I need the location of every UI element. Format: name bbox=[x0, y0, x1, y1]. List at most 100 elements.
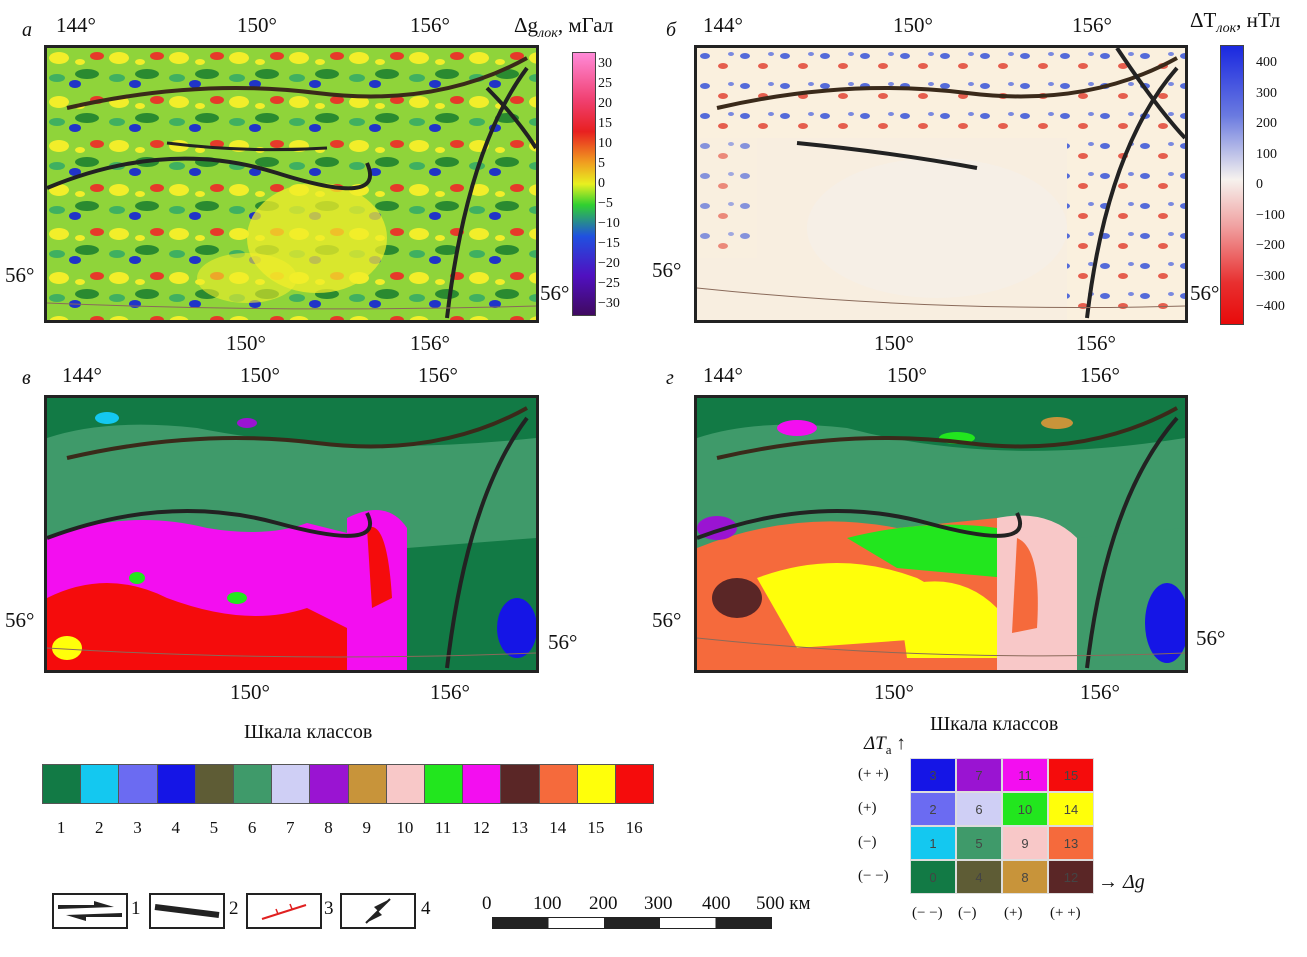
class-scale-title: Шкала классов bbox=[244, 721, 373, 743]
map-panel-a bbox=[44, 45, 539, 323]
colorbar-tick-label: −300 bbox=[1256, 268, 1285, 284]
class-swatch-label: 2 bbox=[95, 818, 104, 837]
lon-label: 144° bbox=[703, 13, 743, 37]
colorbar-tick-label: −25 bbox=[598, 276, 620, 291]
matrix-col-label: (+) bbox=[1004, 905, 1023, 921]
class-swatch-label: 6 bbox=[247, 818, 257, 837]
colorbar-tick-label: 30 bbox=[598, 56, 612, 71]
class-swatch-label: 10 bbox=[396, 818, 414, 837]
scalebar-label: 100 bbox=[533, 893, 562, 914]
class-swatch bbox=[462, 764, 502, 804]
lon-label: 150° bbox=[893, 13, 933, 37]
lon-label: 150° bbox=[226, 331, 266, 355]
colorbar-tick-label: 20 bbox=[598, 96, 612, 111]
scalebar-label: 300 bbox=[644, 893, 673, 914]
class-swatch bbox=[385, 764, 425, 804]
lon-label: 156° bbox=[1080, 363, 1120, 387]
scalebar-label: 400 bbox=[702, 893, 731, 914]
matrix-cell: 14 bbox=[1048, 792, 1094, 826]
lon-label: 150° bbox=[887, 363, 927, 387]
colorbar-title-b: ΔTлок, нТл bbox=[1190, 8, 1281, 37]
lat-label: 56° bbox=[652, 258, 682, 282]
legend-red-line-symbol bbox=[246, 893, 322, 929]
class-swatch-label: 15 bbox=[587, 818, 605, 837]
class-swatch bbox=[80, 764, 120, 804]
panel-letter-g: г bbox=[666, 367, 674, 389]
matrix-cell: 9 bbox=[1002, 826, 1048, 860]
matrix-row-label: (+) bbox=[858, 800, 877, 816]
matrix-cell: 5 bbox=[956, 826, 1002, 860]
matrix-col-label: (− −) bbox=[912, 905, 943, 921]
lon-label: 156° bbox=[418, 363, 458, 387]
lon-label: 150° bbox=[874, 331, 914, 355]
class-swatch bbox=[233, 764, 273, 804]
colorbar-tick-label: −400 bbox=[1256, 299, 1285, 314]
class-swatch-label: 9 bbox=[362, 818, 371, 837]
class-swatch bbox=[615, 764, 655, 804]
map-panel-b bbox=[694, 45, 1188, 323]
lon-label: 144° bbox=[56, 13, 96, 37]
matrix-row-label: (−) bbox=[858, 834, 877, 850]
lon-label: 150° bbox=[240, 363, 280, 387]
legend-label: 3 bbox=[324, 898, 334, 919]
scalebar-label: 200 bbox=[589, 893, 618, 914]
lat-label: 56° bbox=[5, 263, 35, 287]
lat-label: 56° bbox=[1190, 281, 1220, 305]
legend-compression-arrow-symbol bbox=[340, 893, 416, 929]
matrix-col-label: (+ +) bbox=[1050, 905, 1081, 921]
lon-label: 150° bbox=[874, 680, 914, 704]
colorbar-tick-label: 400 bbox=[1256, 55, 1277, 70]
class-swatch-label: 4 bbox=[171, 818, 180, 837]
legend-label: 1 bbox=[131, 898, 141, 919]
matrix-row-label: (+ +) bbox=[858, 766, 889, 782]
colorbar-tick-label: −10 bbox=[598, 216, 620, 231]
lon-label: 144° bbox=[62, 363, 102, 387]
class-swatch bbox=[347, 764, 387, 804]
class-swatch bbox=[194, 764, 234, 804]
colorbar-tick-label: 25 bbox=[598, 76, 612, 91]
lat-label: 56° bbox=[652, 608, 682, 632]
class-swatch-label: 1 bbox=[56, 818, 66, 837]
class-swatch-label: 13 bbox=[511, 818, 528, 837]
class-swatch-label: 8 bbox=[324, 818, 333, 837]
scalebar-label: 500 км bbox=[756, 893, 811, 914]
colorbar-tick-label: −200 bbox=[1256, 238, 1285, 253]
matrix-x-axis-label: → Δg bbox=[1098, 871, 1145, 893]
matrix-y-axis-label: ΔTа ↑ bbox=[864, 733, 906, 757]
matrix-row-label: (− −) bbox=[858, 868, 889, 884]
colorbar-tick-label: 10 bbox=[598, 136, 612, 151]
colorbar-a bbox=[572, 52, 596, 316]
colorbar-b bbox=[1220, 45, 1244, 325]
class-swatch bbox=[538, 764, 578, 804]
legend-fault-symbol bbox=[149, 893, 225, 929]
matrix-cell: 7 bbox=[956, 758, 1002, 792]
colorbar-tick-label: 300 bbox=[1256, 85, 1277, 101]
matrix-cell: 12 bbox=[1048, 860, 1094, 894]
class-swatch bbox=[271, 764, 311, 804]
colorbar-tick-label: 0 bbox=[1256, 177, 1263, 192]
lat-label: 56° bbox=[5, 608, 35, 632]
colorbar-title-a: Δgлок, мГал bbox=[514, 13, 614, 42]
class-swatch bbox=[500, 764, 540, 804]
matrix-cell: 13 bbox=[1048, 826, 1094, 860]
class-swatch bbox=[576, 764, 616, 804]
colorbar-tick-label: 0 bbox=[598, 176, 605, 191]
class-swatch-label: 7 bbox=[286, 818, 295, 837]
lat-label: 56° bbox=[548, 630, 578, 654]
class-swatch bbox=[309, 764, 349, 804]
class-matrix-title: Шкала классов bbox=[930, 713, 1059, 735]
legend-label: 2 bbox=[229, 898, 239, 919]
matrix-cell: 2 bbox=[910, 792, 956, 826]
map-panel-v bbox=[44, 395, 539, 673]
matrix-col-label: (−) bbox=[958, 905, 977, 921]
map-panel-g bbox=[694, 395, 1188, 673]
lon-label: 150° bbox=[237, 13, 277, 37]
class-swatch-label: 5 bbox=[209, 818, 219, 837]
class-swatch-label: 16 bbox=[625, 818, 643, 837]
colorbar-tick-label: 100 bbox=[1256, 146, 1277, 162]
matrix-cell: 4 bbox=[956, 860, 1002, 894]
class-swatch-label: 11 bbox=[434, 818, 452, 837]
class-swatch-label: 3 bbox=[133, 818, 142, 837]
lon-label: 156° bbox=[1080, 680, 1120, 704]
lon-label: 144° bbox=[703, 363, 743, 387]
